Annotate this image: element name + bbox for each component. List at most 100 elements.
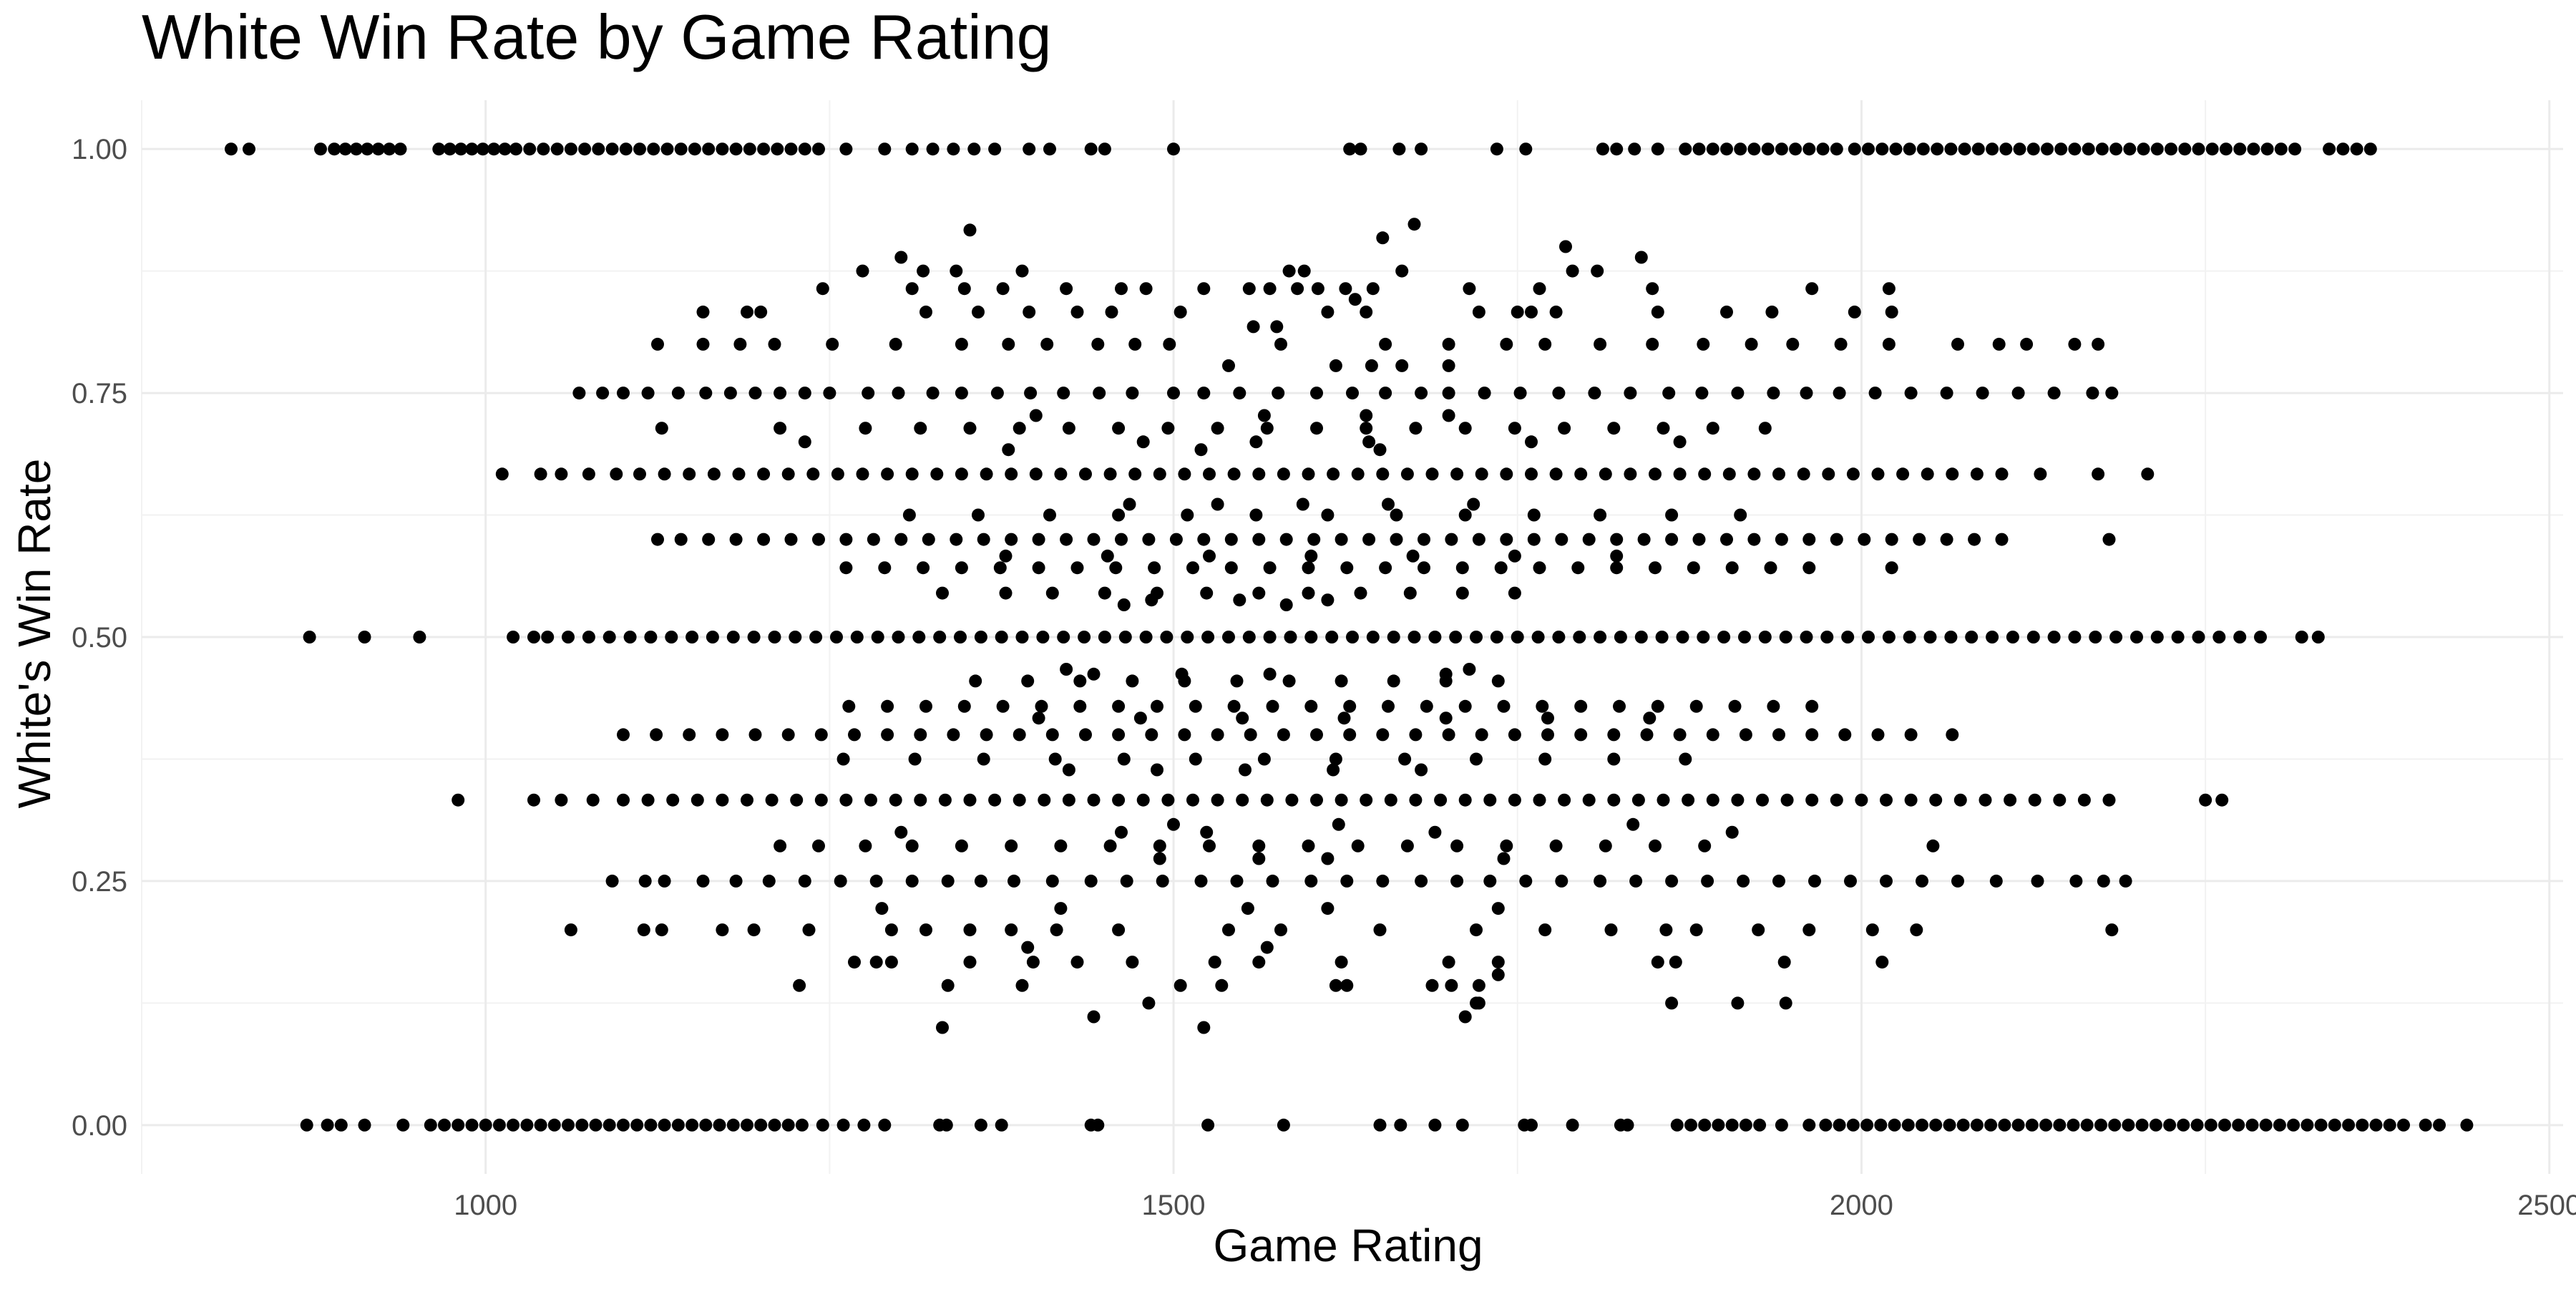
- data-point: [1087, 1010, 1101, 1024]
- data-point: [1024, 387, 1038, 400]
- data-point: [1211, 422, 1224, 435]
- data-point: [2215, 793, 2229, 807]
- data-point: [1880, 793, 1893, 807]
- data-point: [1998, 1118, 2011, 1132]
- data-point: [1252, 852, 1266, 865]
- data-point: [917, 561, 930, 575]
- data-point: [1764, 561, 1777, 575]
- data-point: [839, 533, 853, 546]
- data-point: [2102, 533, 2116, 546]
- data-point: [1197, 282, 1211, 296]
- data-point: [2123, 142, 2137, 156]
- y-axis-ticks: 0.00 0.25 0.50 0.75 1.00: [72, 134, 127, 1142]
- data-point: [1005, 839, 1018, 853]
- data-point: [1394, 1118, 1407, 1132]
- data-point: [647, 142, 660, 156]
- data-point: [1508, 422, 1521, 435]
- data-point: [1475, 728, 1488, 742]
- data-point: [2011, 387, 2025, 400]
- data-point: [955, 467, 968, 481]
- data-point: [1087, 793, 1101, 807]
- data-point: [1519, 874, 1533, 888]
- data-point: [757, 467, 771, 481]
- data-point: [1136, 435, 1150, 449]
- data-point: [2273, 1118, 2286, 1132]
- data-point: [1637, 533, 1651, 546]
- data-point: [1302, 586, 1315, 600]
- data-point: [793, 978, 806, 992]
- data-point: [1758, 631, 1772, 643]
- data-point: [1407, 631, 1421, 643]
- data-point: [798, 142, 811, 156]
- data-point: [1373, 443, 1387, 457]
- data-point: [1527, 508, 1541, 522]
- data-point: [1224, 533, 1238, 546]
- data-point: [747, 631, 761, 643]
- data-point: [1174, 978, 1187, 992]
- data-point: [963, 223, 977, 237]
- data-point: [922, 533, 935, 546]
- data-point: [1270, 320, 1284, 334]
- data-point: [1112, 793, 1126, 807]
- data-point: [1631, 793, 1645, 807]
- data-point: [1297, 264, 1311, 278]
- data-point: [1062, 793, 1075, 807]
- data-point: [977, 533, 990, 546]
- data-point: [1822, 467, 1835, 481]
- data-point: [1594, 874, 1607, 888]
- data-point: [2363, 142, 2377, 156]
- data-point: [1500, 839, 1513, 853]
- data-point: [2259, 1118, 2273, 1132]
- data-point: [1304, 631, 1318, 643]
- data-point: [1263, 561, 1277, 575]
- data-point: [1541, 711, 1554, 725]
- data-point: [1395, 264, 1409, 278]
- data-point: [1208, 956, 1221, 969]
- data-point: [1970, 1118, 1984, 1132]
- data-point: [1816, 142, 1830, 156]
- data-point: [1797, 467, 1810, 481]
- data-point: [1043, 508, 1056, 522]
- data-point: [836, 1118, 850, 1132]
- data-point: [2165, 142, 2177, 156]
- data-point: [1379, 337, 1392, 351]
- data-point: [2094, 1118, 2107, 1132]
- data-point: [974, 1118, 987, 1132]
- data-point: [748, 728, 762, 742]
- data-point: [602, 1118, 616, 1132]
- data-point: [1538, 923, 1552, 937]
- data-point: [683, 728, 696, 742]
- data-point: [696, 337, 710, 351]
- data-point: [2260, 142, 2274, 156]
- data-point: [1329, 359, 1342, 372]
- data-point: [2336, 142, 2350, 156]
- data-point: [1885, 533, 1898, 546]
- data-point: [562, 1118, 575, 1132]
- data-point: [638, 874, 652, 888]
- data-point: [894, 825, 908, 839]
- data-point: [955, 337, 968, 351]
- data-point: [578, 142, 592, 156]
- data-point: [582, 631, 595, 643]
- data-point: [1302, 839, 1315, 853]
- data-point: [1263, 667, 1277, 681]
- data-point: [394, 142, 407, 156]
- data-point: [988, 793, 1002, 807]
- data-point: [1335, 674, 1348, 688]
- data-point: [1533, 282, 1546, 296]
- data-point: [798, 435, 811, 449]
- data-point: [1148, 561, 1161, 575]
- data-point: [839, 793, 853, 807]
- data-point: [974, 874, 987, 888]
- data-point: [605, 142, 619, 156]
- data-point: [1002, 443, 1015, 457]
- data-point: [1903, 631, 1916, 643]
- y-tick-label: 0.25: [72, 866, 127, 898]
- data-point: [1175, 667, 1189, 681]
- data-point: [1329, 978, 1342, 992]
- data-point: [834, 874, 847, 888]
- data-point: [1244, 728, 1257, 742]
- data-point: [1139, 282, 1153, 296]
- data-point: [1820, 631, 1834, 643]
- data-point: [1970, 467, 1984, 481]
